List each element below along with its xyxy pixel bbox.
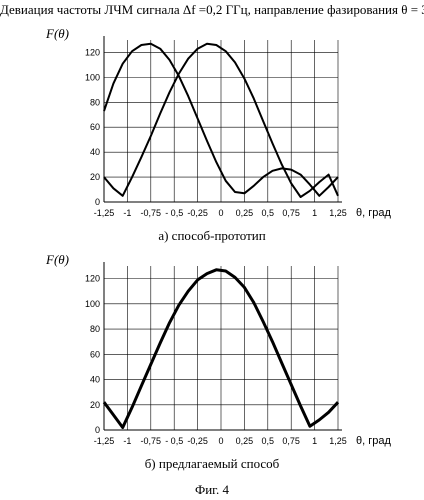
chart-2-y-tick-label: 80 [90, 324, 100, 334]
chart-2: 0 20 40 60 80 100 120 -1,25 -1 -0,75- 0,5 -0,25 0 0,… [45, 252, 391, 447]
figure-title: Девиация частоты ЛЧМ сигнала Δf =0,2 ГГц… [0, 2, 424, 17]
chart-2-series-1-line [102, 268, 340, 429]
chart-1-caption: а) способ-прототип [158, 228, 266, 243]
figure-label: Фиг. 4 [194, 482, 230, 497]
chart-2-x-tick-label: -1 [123, 436, 131, 446]
chart-1-series-1-line [103, 42, 339, 197]
chart-2-x-tick-label: 0,25 [236, 436, 254, 446]
chart-2-y-tick-label: 120 [85, 274, 100, 284]
chart-2-caption: б) предлагаемый способ [144, 456, 280, 471]
chart-1-y-tick-label: 120 [85, 47, 100, 57]
chart-2-x-tick-label: -0,25 [187, 436, 208, 446]
chart-2-x-tick-label: 0 [218, 436, 223, 446]
chart-1-y-tick-label: 80 [90, 97, 100, 107]
chart-1-x-tick-label: -1 [123, 208, 131, 218]
chart-1-x-tick-label: -1,25 [94, 208, 115, 218]
chart-2-y-tick-label: 60 [90, 349, 100, 359]
chart-1-x-tick-label: 0,25 [236, 208, 254, 218]
chart-2-x-tick-label: - 0,5 [165, 436, 183, 446]
chart-1-y-tick-label: 40 [90, 147, 100, 157]
chart-1-y-tick-label: 20 [90, 172, 100, 182]
chart-2-x-axis-label: θ, град [356, 435, 391, 447]
chart-1-y-tick-label: 0 [95, 197, 100, 207]
chart-1-x-tick-label: -0,75 [141, 208, 162, 218]
chart-1-x-axis-label: θ, град [356, 207, 391, 219]
chart-2-y-tick-label: 20 [90, 400, 100, 410]
chart-1-x-tick-label: 0,75 [282, 208, 300, 218]
chart-1-series-2-line [103, 42, 339, 198]
chart-2-x-tick-label: 0,5 [262, 436, 275, 446]
chart-1-y-tick-label: 100 [85, 72, 100, 82]
chart-1-x-tick-label: 1,25 [329, 208, 347, 218]
chart-2-x-tick-label: 0,75 [282, 436, 300, 446]
chart-2-y-tick-label: 40 [90, 375, 100, 385]
chart-1-y-tick-label: 60 [90, 122, 100, 132]
chart-1-x-tick-label: 0 [218, 208, 223, 218]
chart-2-y-tick-label: 100 [85, 299, 100, 309]
chart-1-x-tick-label: 0,5 [262, 208, 275, 218]
chart-2-y-tick-label: 0 [95, 425, 100, 435]
chart-1-x-tick-label: 1 [312, 208, 317, 218]
chart-2-x-tick-label: 1,25 [329, 436, 347, 446]
chart-2-x-tick-label: 1 [312, 436, 317, 446]
chart-1-y-axis-label: F(θ) [45, 26, 69, 41]
chart-1-x-tick-label: -0,25 [187, 208, 208, 218]
chart-2-y-axis-label: F(θ) [45, 252, 69, 267]
chart-2-x-tick-label: -0,75 [141, 436, 162, 446]
chart-2-x-tick-label: -1,25 [94, 436, 115, 446]
chart-1-x-tick-label: - 0,5 [165, 208, 183, 218]
chart-1: 0 20 40 60 80 100 120 -1,25 -1 -0,75- 0,5 -0,25 0 0,… [45, 26, 391, 219]
